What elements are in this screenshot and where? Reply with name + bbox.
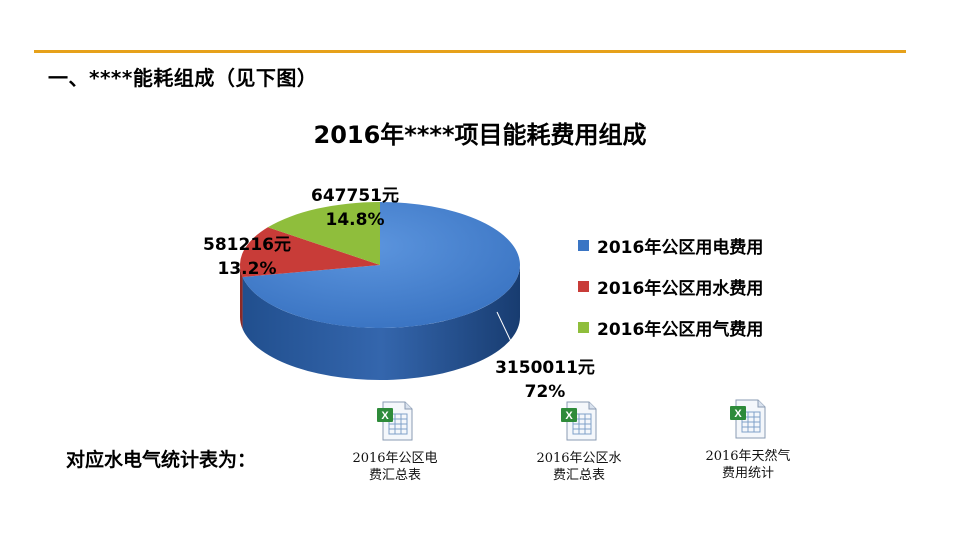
pie-slice-gas: [267, 202, 380, 265]
data-label-gas: 647751元 14.8%: [300, 184, 410, 232]
leader-line: [496, 311, 516, 351]
water-percent-label: 13.2%: [217, 259, 277, 279]
pie-slice-water: [240, 227, 380, 278]
file-name-gas: 2016年天然气费用统计: [705, 449, 791, 481]
embedded-file-water[interactable]: X 2016年公区水费汇总表: [504, 400, 654, 484]
water-value-label: 581216元: [203, 235, 291, 255]
chart-title: 2016年****项目能耗费用组成: [313, 121, 647, 149]
gas-percent-label: 14.8%: [325, 210, 385, 230]
legend-swatch-water: [578, 281, 589, 292]
embedded-file-electricity[interactable]: X 2016年公区电费汇总表: [320, 400, 470, 484]
electricity-value-label: 3150011元: [495, 358, 595, 378]
chart-legend: 2016年公区用电费用 2016年公区用水费用 2016年公区用气费用: [578, 225, 763, 348]
pie-slice-electricity: [242, 202, 521, 328]
excel-file-icon[interactable]: X: [375, 400, 415, 442]
header-divider: [34, 50, 906, 53]
legend-label-water: 2016年公区用水费用: [597, 279, 764, 299]
electricity-percent-label: 72%: [524, 382, 566, 402]
excel-file-icon[interactable]: X: [559, 400, 599, 442]
embedded-file-gas[interactable]: X 2016年天然气费用统计: [673, 398, 823, 482]
legend-swatch-electricity: [578, 240, 589, 251]
data-label-electricity: 3150011元 72%: [485, 356, 605, 404]
legend-item-water: 2016年公区用水费用: [578, 266, 763, 307]
pie-side-0: [242, 265, 521, 381]
file-name-water: 2016年公区水费汇总表: [536, 451, 622, 483]
data-label-water: 581216元 13.2%: [192, 233, 302, 281]
svg-text:X: X: [734, 408, 742, 420]
legend-item-gas: 2016年公区用气费用: [578, 307, 763, 348]
gas-value-label: 647751元: [311, 186, 399, 206]
footer-label: 对应水电气统计表为：: [66, 449, 257, 471]
excel-file-icon[interactable]: X: [728, 398, 768, 440]
section-heading: 一、****能耗组成（见下图）: [48, 66, 318, 90]
legend-swatch-gas: [578, 322, 589, 333]
pie-side-1: [240, 265, 243, 330]
svg-text:X: X: [381, 410, 389, 422]
file-name-electricity: 2016年公区电费汇总表: [352, 451, 438, 483]
legend-label-gas: 2016年公区用气费用: [597, 320, 764, 340]
legend-item-electricity: 2016年公区用电费用: [578, 225, 763, 266]
legend-label-electricity: 2016年公区用电费用: [597, 238, 764, 258]
svg-text:X: X: [565, 410, 573, 422]
